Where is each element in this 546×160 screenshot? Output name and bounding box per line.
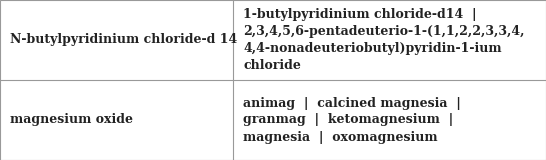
Text: animag  |  calcined magnesia  |
granmag  |  ketomagnesium  |
magnesia  |  oxomag: animag | calcined magnesia | granmag | k… [243,96,461,144]
Text: 1-butylpyridinium chloride-d14  |
2,3,4,5,6-pentadeuterio-1-(1,1,2,2,3,3,4,
4,4-: 1-butylpyridinium chloride-d14 | 2,3,4,5… [243,8,525,72]
Text: N-butylpyridinium chloride-d 14: N-butylpyridinium chloride-d 14 [10,33,238,47]
Text: magnesium oxide: magnesium oxide [10,113,133,127]
